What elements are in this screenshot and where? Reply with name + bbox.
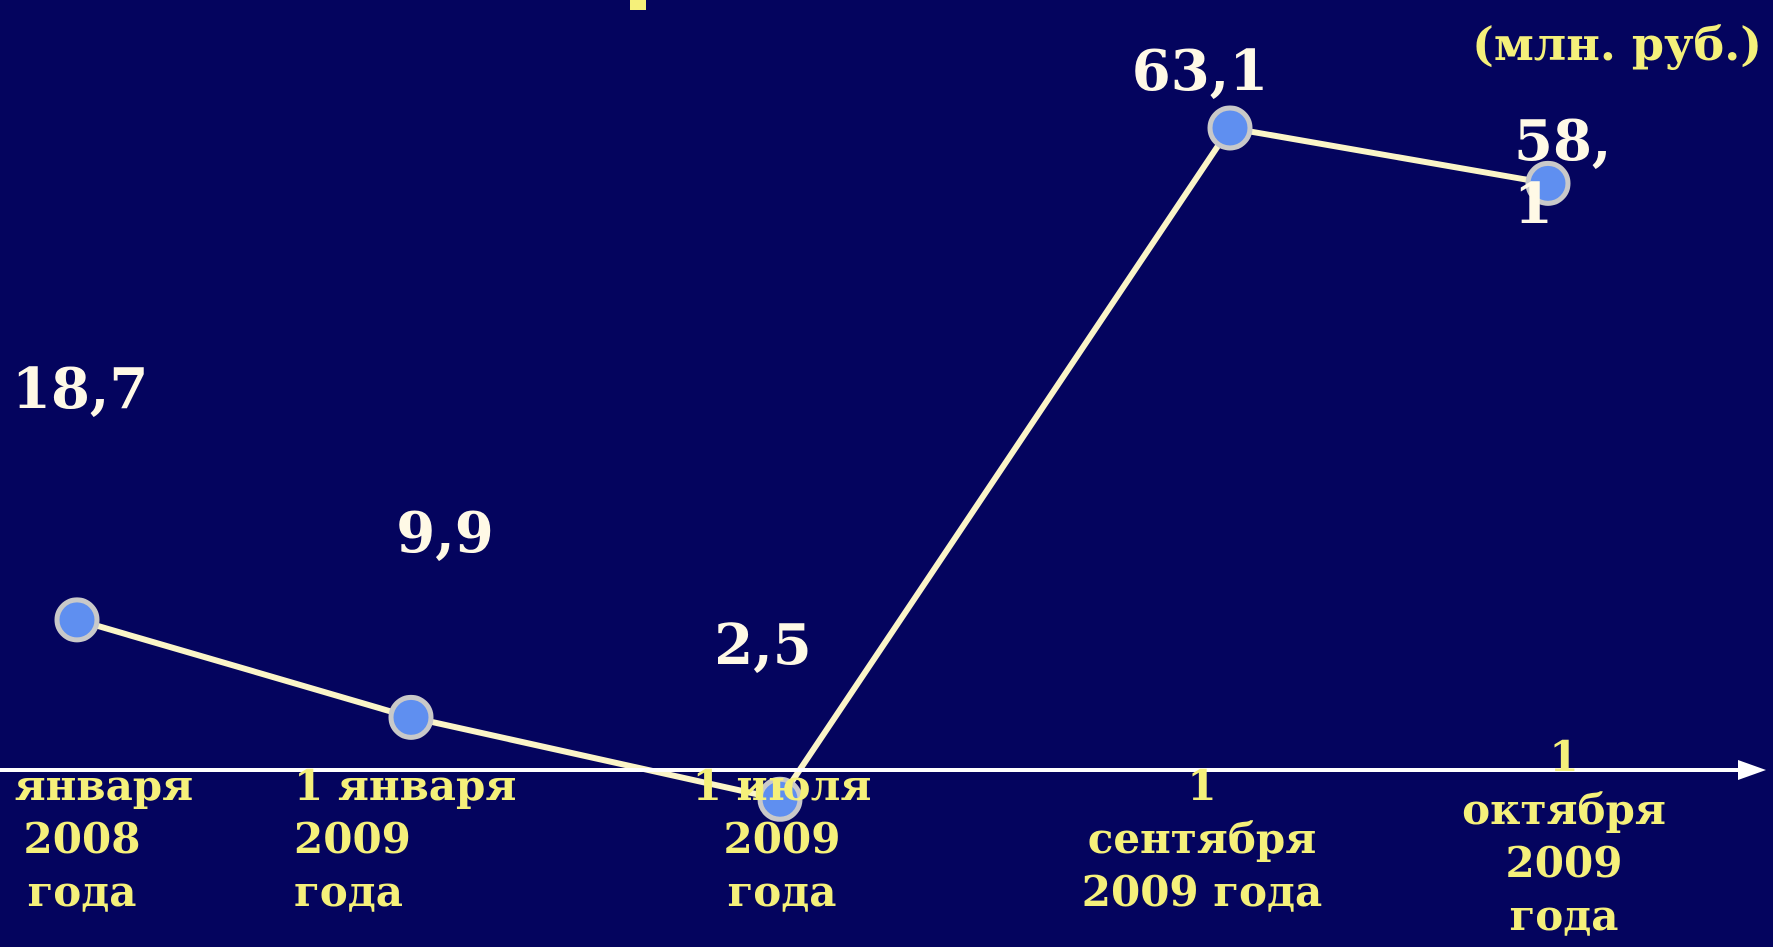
x-tick-label-4: 1 сентября 2009 года — [1082, 761, 1322, 916]
data-point-3 — [757, 776, 803, 822]
data-point-5 — [1525, 160, 1571, 206]
series-layer — [54, 105, 1571, 822]
data-label-5: 58, 1 — [1514, 108, 1611, 237]
data-label-4: 63,1 — [1132, 38, 1268, 104]
title-fragment — [630, 0, 646, 10]
x-axis-arrow — [1738, 760, 1766, 780]
data-label-1: 18,7 — [12, 356, 148, 422]
unit-label: (млн. руб.) — [1472, 17, 1762, 71]
data-label-3: 2,5 — [714, 612, 811, 678]
data-point-4 — [1207, 105, 1253, 151]
x-tick-label-5: 1 октября 2009 года — [1462, 732, 1666, 940]
data-label-2: 9,9 — [396, 500, 493, 566]
x-tick-label-2: 1 января 2009 года — [294, 761, 516, 916]
data-point-1 — [54, 597, 100, 643]
x-axis — [0, 760, 1766, 780]
x-tick-label-3: 1 июля 2009 года — [693, 761, 872, 916]
data-point-2 — [388, 694, 434, 740]
